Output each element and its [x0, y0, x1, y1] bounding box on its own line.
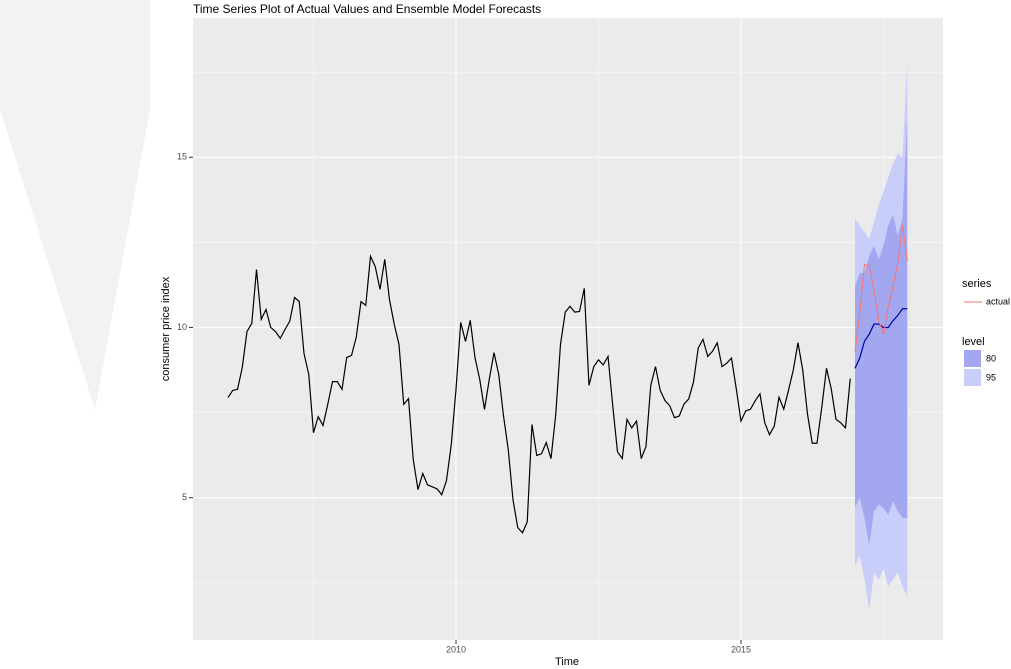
y-axis-label: consumer price index [160, 276, 172, 381]
y-tick-label: 5 [182, 492, 187, 502]
y-tick-label: 10 [177, 322, 187, 332]
series-line [854, 308, 908, 369]
legend-swatch [964, 350, 981, 367]
series-line [854, 225, 908, 352]
plot-panel [193, 18, 943, 640]
legend-label: 95 [986, 372, 996, 382]
x-axis-label: Time [555, 656, 579, 668]
legend-title: series [962, 278, 992, 290]
chart-title: Time Series Plot of Actual Values and En… [193, 2, 541, 16]
y-tick-label: 15 [177, 152, 187, 162]
legend-label: actual [986, 296, 1010, 306]
series-line [227, 254, 851, 534]
x-tick-label: 2010 [446, 644, 466, 654]
legend-swatch [964, 369, 981, 386]
x-tick-label: 2015 [731, 644, 751, 654]
legend-title: level [962, 336, 985, 348]
watermark [0, 0, 150, 410]
prediction-band [854, 116, 908, 546]
legend-label: 80 [986, 353, 996, 363]
